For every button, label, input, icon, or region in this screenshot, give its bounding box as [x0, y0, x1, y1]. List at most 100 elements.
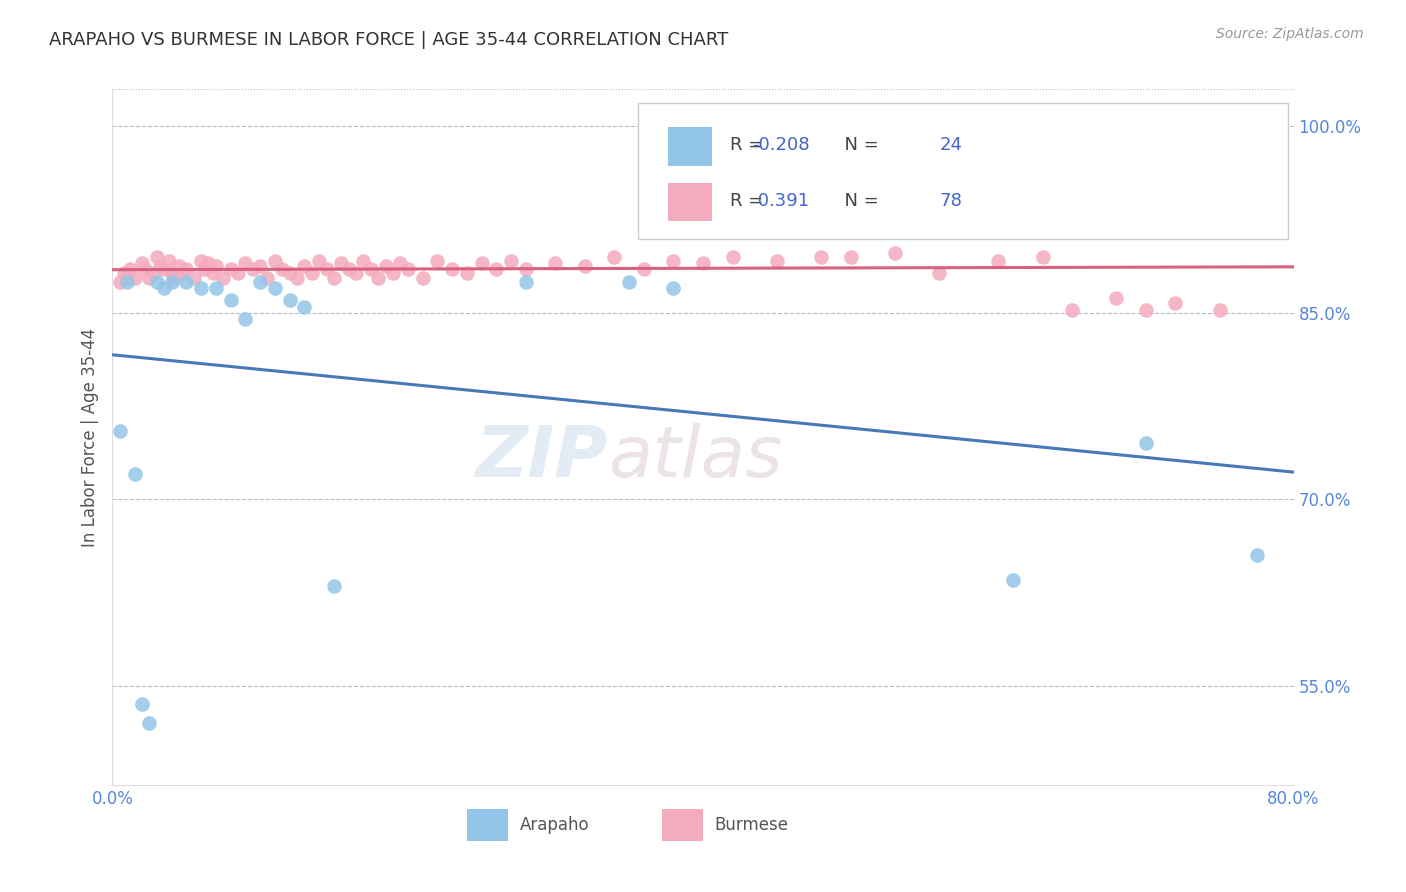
Point [242, 262, 264, 277]
Point [441, 262, 464, 277]
Point [1253, 145, 1275, 159]
FancyBboxPatch shape [467, 809, 508, 840]
Point [330, 256, 353, 270]
Point [692, 256, 714, 270]
Text: 0.391: 0.391 [752, 192, 810, 210]
Point [134, 262, 156, 277]
Point [117, 271, 138, 285]
Text: N =: N = [832, 136, 884, 153]
Point [131, 697, 153, 711]
Point [138, 715, 160, 730]
Point [292, 259, 315, 273]
Point [1032, 250, 1054, 264]
Point [1208, 303, 1232, 318]
Point [142, 266, 165, 280]
Point [1105, 291, 1128, 305]
Point [233, 312, 256, 326]
Point [323, 271, 346, 285]
Point [396, 262, 419, 277]
Point [153, 281, 176, 295]
Point [212, 271, 235, 285]
Point [120, 262, 142, 277]
Point [160, 266, 183, 280]
Point [1164, 296, 1187, 310]
Point [219, 262, 242, 277]
Point [1062, 303, 1084, 318]
Point [264, 253, 287, 268]
FancyBboxPatch shape [668, 128, 713, 166]
Point [485, 262, 508, 277]
Point [544, 256, 567, 270]
Point [928, 266, 950, 280]
Text: R =: R = [730, 192, 769, 210]
Point [344, 266, 367, 280]
Point [264, 281, 287, 295]
Point [515, 275, 537, 289]
Point [205, 281, 228, 295]
Text: atlas: atlas [609, 424, 783, 492]
Text: N =: N = [832, 192, 884, 210]
Point [619, 275, 641, 289]
Point [633, 262, 655, 277]
FancyBboxPatch shape [638, 103, 1288, 239]
Point [456, 266, 478, 280]
Point [153, 262, 176, 277]
Point [501, 253, 523, 268]
Point [233, 256, 256, 270]
Point [839, 250, 862, 264]
Point [337, 262, 360, 277]
Point [249, 275, 271, 289]
Point [308, 253, 330, 268]
Point [131, 256, 153, 270]
Point [146, 250, 169, 264]
Text: 78: 78 [939, 192, 962, 210]
Point [149, 259, 172, 273]
Text: R =: R = [730, 136, 769, 153]
Point [219, 293, 242, 308]
Point [197, 256, 219, 270]
Point [278, 266, 301, 280]
Point [190, 281, 212, 295]
Point [352, 253, 374, 268]
Point [249, 259, 271, 273]
Point [389, 256, 412, 270]
Text: ARAPAHO VS BURMESE IN LABOR FORCE | AGE 35-44 CORRELATION CHART: ARAPAHO VS BURMESE IN LABOR FORCE | AGE … [49, 31, 728, 49]
Point [301, 266, 323, 280]
Point [292, 300, 315, 314]
Point [190, 253, 212, 268]
Point [360, 262, 382, 277]
Point [662, 281, 685, 295]
Point [603, 250, 626, 264]
Point [382, 266, 405, 280]
FancyBboxPatch shape [668, 183, 713, 221]
Point [766, 253, 789, 268]
Point [278, 293, 301, 308]
Point [112, 266, 135, 280]
Point [987, 253, 1010, 268]
Point [163, 271, 186, 285]
Point [271, 262, 294, 277]
Point [124, 467, 146, 482]
Point [411, 271, 433, 285]
Text: Burmese: Burmese [714, 816, 789, 834]
Point [1246, 548, 1268, 562]
Point [201, 266, 224, 280]
Point [124, 271, 146, 285]
Point [884, 246, 907, 260]
Point [470, 256, 494, 270]
Point [374, 259, 396, 273]
Point [205, 259, 228, 273]
Point [157, 253, 180, 268]
Point [662, 253, 685, 268]
Point [285, 271, 308, 285]
Point [574, 259, 596, 273]
Point [256, 271, 278, 285]
Point [721, 250, 744, 264]
Text: 24: 24 [939, 136, 962, 153]
Point [174, 262, 197, 277]
Point [1001, 573, 1024, 587]
Point [183, 271, 205, 285]
Point [117, 275, 138, 289]
Text: -0.208: -0.208 [752, 136, 810, 153]
Point [810, 250, 832, 264]
